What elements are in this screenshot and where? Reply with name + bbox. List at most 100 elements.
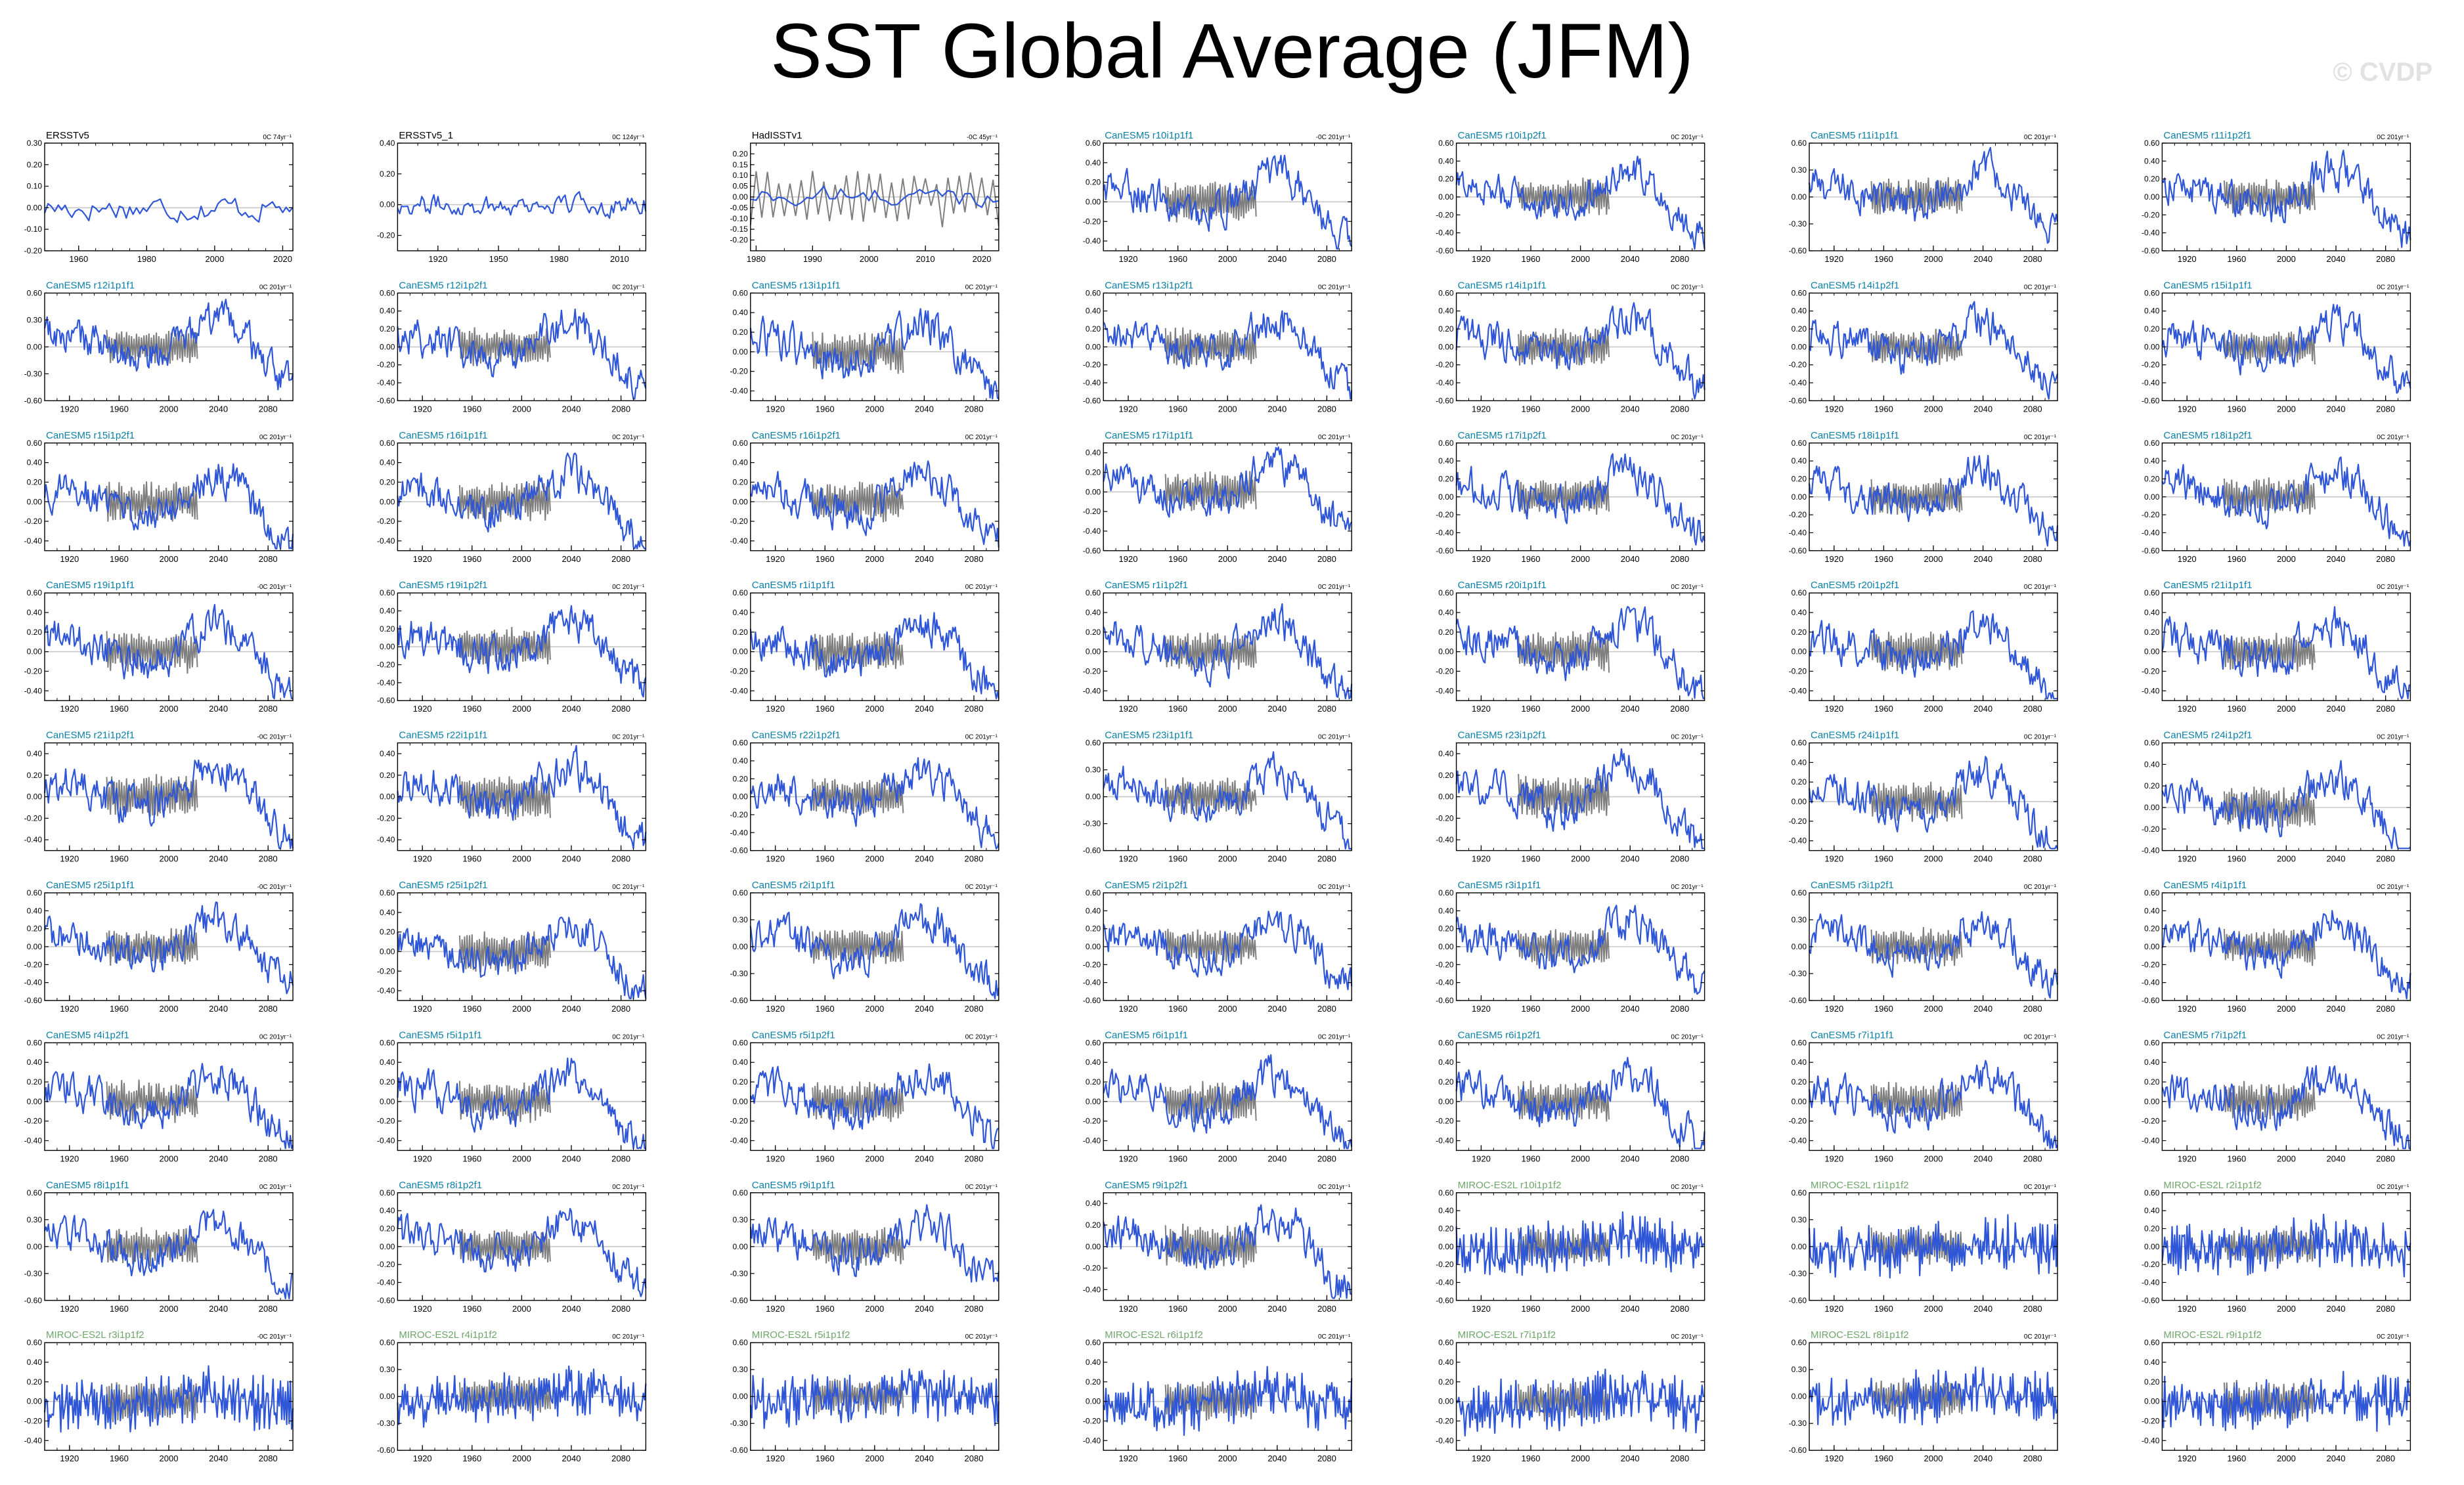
panel-trend-label: -0C 201yr⁻¹ (257, 1333, 292, 1341)
y-tick-label: 0.20 (1438, 1377, 1454, 1387)
x-tick-label: 1960 (1168, 1453, 1187, 1463)
panel-trend-label: 0C 201yr⁻¹ (612, 1184, 645, 1191)
y-tick-label: 0.00 (1086, 647, 1101, 656)
x-tick-label: 1960 (110, 854, 129, 864)
series-line (2161, 1371, 2411, 1432)
y-tick-label: 0.20 (380, 624, 395, 634)
y-tick-label: -0.40 (24, 686, 43, 695)
x-tick-label: 2040 (915, 1453, 934, 1463)
panel-trend-label: 0C 201yr⁻¹ (612, 284, 645, 291)
series-line (43, 1209, 294, 1300)
x-tick-label: 1960 (2227, 1153, 2246, 1163)
x-tick-label: 2000 (2277, 1153, 2296, 1163)
x-tick-label: 2080 (2023, 554, 2042, 564)
panel-title: CanESM5 r21i1p2f1 (46, 730, 135, 741)
x-tick-label: 1960 (1522, 554, 1541, 564)
x-tick-label: 1960 (816, 854, 835, 864)
y-tick-label: -0.15 (730, 225, 748, 234)
panel: CanESM5 r13i1p1f1 0C 201yr⁻¹ 0.60 0.40 0.20 0… (730, 280, 1000, 414)
x-tick-label: 2040 (1267, 1153, 1287, 1163)
x-tick-label: 2000 (1218, 1004, 1237, 1014)
x-tick-label: 1960 (1522, 854, 1541, 864)
y-tick-label: 0.20 (732, 328, 748, 337)
panel-trend-label: 0C 201yr⁻¹ (1318, 1033, 1351, 1041)
panel-title: CanESM5 r9i1p2f1 (1105, 1180, 1188, 1191)
panel: CanESM5 r11i1p2f1 0C 201yr⁻¹ 0.60 0.40 0.20 0… (2142, 130, 2411, 264)
y-tick-label: 0.40 (380, 908, 395, 917)
y-tick-label: 0.00 (732, 1392, 748, 1401)
y-tick-label: 0.60 (380, 439, 395, 448)
x-tick-label: 2000 (1218, 854, 1237, 864)
x-tick-label: 2080 (611, 404, 630, 414)
panel: CanESM5 r5i1p1f1 0C 201yr⁻¹ 0.60 0.40 0.20 0.… (377, 1029, 647, 1163)
y-tick-label: 0.30 (27, 315, 43, 324)
series-line (1455, 1368, 1705, 1437)
x-tick-label: 2040 (2327, 404, 2346, 414)
y-tick-label: 0.60 (732, 888, 748, 897)
series-line (2161, 303, 2411, 394)
y-tick-label: 0.60 (1438, 1188, 1454, 1197)
obs-overlay-line (1164, 181, 1257, 223)
panel-trend-label: 0C 201yr⁻¹ (965, 434, 998, 441)
y-tick-label: 0.60 (1086, 1338, 1101, 1347)
x-tick-label: 2000 (1924, 1153, 1943, 1163)
x-tick-label: 2080 (259, 854, 278, 864)
x-tick-label: 1920 (428, 254, 447, 264)
y-tick-label: 0.20 (1086, 1377, 1101, 1387)
x-tick-label: 2040 (1973, 1304, 1992, 1314)
x-tick-label: 2000 (865, 704, 884, 714)
y-tick-label: -0.60 (2142, 546, 2160, 555)
y-tick-label: -0.60 (730, 846, 748, 855)
x-tick-label: 1920 (1824, 1153, 1843, 1163)
series-line (1808, 756, 2059, 850)
panel: CanESM5 r3i1p2f1 0C 201yr⁻¹ 0.60 0.30 0.00 -0… (1789, 880, 2059, 1014)
x-tick-label: 1960 (1168, 554, 1187, 564)
y-tick-label: -0.40 (377, 1278, 395, 1287)
y-tick-label: 0.20 (2144, 781, 2160, 790)
y-tick-label: -0.40 (1436, 528, 1454, 537)
x-tick-label: 1980 (550, 254, 569, 264)
x-tick-label: 2040 (1267, 1304, 1287, 1314)
x-tick-label: 2000 (865, 1453, 884, 1463)
panel-trend-label: 0C 201yr⁻¹ (2377, 1184, 2409, 1191)
y-tick-label: -0.20 (2142, 1260, 2160, 1269)
x-tick-label: 1960 (110, 704, 129, 714)
y-tick-label: 0.00 (27, 497, 43, 506)
panel-title: CanESM5 r16i1p1f1 (399, 430, 487, 441)
x-tick-label: 1920 (1824, 254, 1843, 264)
y-tick-label: 0.60 (380, 288, 395, 297)
y-tick-label: 0.60 (1438, 1338, 1454, 1347)
y-tick-label: 0.40 (2144, 608, 2160, 617)
series-line (1455, 748, 1705, 850)
panel-title: CanESM5 r1i1p2f1 (1105, 580, 1188, 591)
x-tick-label: 1920 (413, 704, 432, 714)
x-tick-label: 2080 (611, 554, 630, 564)
panel-title: CanESM5 r8i1p1f1 (46, 1180, 129, 1191)
obs-overlay-line (749, 171, 1000, 228)
x-tick-label: 2080 (2023, 404, 2042, 414)
x-tick-label: 2000 (1571, 1004, 1590, 1014)
x-tick-label: 1920 (1824, 1304, 1843, 1314)
panel: CanESM5 r8i1p1f1 0C 201yr⁻¹ 0.60 0.30 0.00 -0… (24, 1180, 294, 1314)
x-tick-label: 1960 (1874, 254, 1893, 264)
series-line (1808, 454, 2059, 547)
panel-title: MIROC-ES2L r1i1p1f2 (1811, 1180, 1909, 1191)
y-tick-label: 0.20 (380, 169, 395, 179)
y-tick-label: -0.60 (1083, 846, 1101, 855)
y-tick-label: -0.60 (24, 996, 43, 1005)
y-tick-label: 0.00 (380, 1097, 395, 1106)
y-tick-label: -0.60 (1436, 996, 1454, 1005)
x-tick-label: 2080 (1670, 704, 1689, 714)
x-tick-label: 2000 (2277, 1304, 2296, 1314)
panel: HadISSTv1 -0C 45yr⁻¹0.200.150.100.050.00-… (730, 130, 1000, 264)
y-tick-label: 0.60 (1438, 588, 1454, 597)
y-tick-label: 0.60 (2144, 1038, 2160, 1047)
panel: CanESM5 r1i1p2f1 0C 201yr⁻¹ 0.60 0.40 0.20 0.… (1083, 580, 1353, 714)
x-tick-label: 2000 (160, 1004, 179, 1014)
x-tick-label: 2040 (209, 1153, 228, 1163)
x-tick-label: 2080 (2023, 1153, 2042, 1163)
y-tick-label: 0.00 (1792, 1242, 1807, 1251)
x-tick-label: 2040 (1267, 704, 1287, 714)
y-tick-label: 0.40 (732, 756, 748, 765)
y-tick-label: 0.60 (1792, 288, 1807, 297)
